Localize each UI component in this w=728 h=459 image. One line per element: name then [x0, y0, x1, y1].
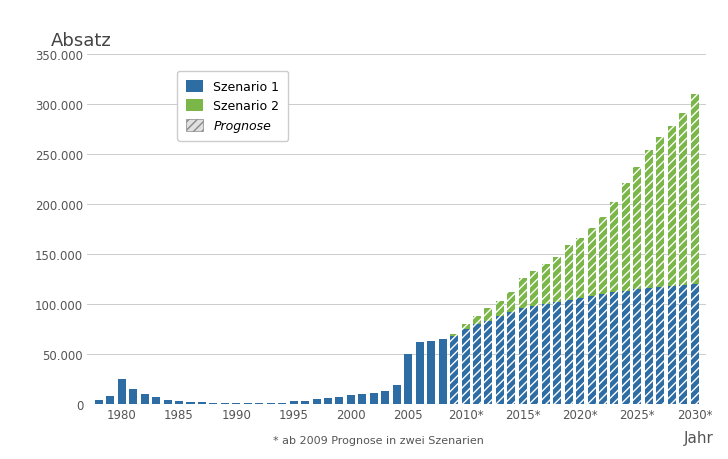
Bar [553, 257, 561, 302]
Bar [657, 287, 665, 404]
Bar [622, 291, 630, 404]
Bar [599, 218, 607, 294]
Bar [633, 289, 641, 404]
Bar [244, 403, 252, 404]
Bar [507, 312, 515, 404]
Bar [576, 239, 584, 298]
Bar [221, 403, 229, 404]
Bar [416, 342, 424, 404]
Bar [553, 302, 561, 404]
Bar [484, 308, 492, 321]
Bar [565, 300, 573, 404]
Bar [118, 379, 126, 404]
Bar [427, 341, 435, 404]
Bar [336, 397, 344, 404]
Bar [370, 393, 378, 404]
Bar [392, 385, 401, 404]
Bar [106, 396, 114, 404]
Bar [450, 336, 458, 404]
Bar [266, 403, 274, 404]
Bar [473, 324, 481, 404]
Bar [347, 395, 355, 404]
Bar [657, 138, 665, 287]
Bar [507, 292, 515, 312]
Bar [668, 127, 676, 286]
Text: Jahr: Jahr [684, 430, 713, 445]
Bar [587, 229, 596, 296]
Bar [404, 354, 412, 404]
Bar [462, 329, 470, 404]
Text: * ab 2009 Prognose in zwei Szenarien: * ab 2009 Prognose in zwei Szenarien [273, 435, 484, 445]
Bar [519, 278, 527, 308]
Bar [622, 184, 630, 291]
Text: Absatz: Absatz [51, 32, 111, 50]
Bar [599, 294, 607, 404]
Bar [576, 298, 584, 404]
Bar [679, 285, 687, 404]
Bar [542, 264, 550, 304]
Bar [691, 95, 699, 284]
Bar [633, 168, 641, 289]
Bar [324, 398, 332, 404]
Bar [175, 402, 183, 404]
Bar [198, 403, 206, 404]
Bar [587, 296, 596, 404]
Bar [484, 321, 492, 404]
Bar [519, 308, 527, 404]
Bar [210, 403, 218, 404]
Bar [473, 316, 481, 324]
Bar [381, 391, 389, 404]
Bar [565, 246, 573, 300]
Bar [278, 403, 286, 404]
Bar [530, 306, 538, 404]
Bar [152, 397, 160, 404]
Bar [496, 316, 504, 404]
Bar [312, 399, 320, 404]
Bar [186, 402, 194, 404]
Bar [301, 401, 309, 404]
Bar [256, 403, 264, 404]
Bar [290, 401, 298, 404]
Bar [129, 389, 137, 404]
Bar [95, 400, 103, 404]
Bar [232, 403, 240, 404]
Bar [668, 286, 676, 404]
Bar [462, 324, 470, 329]
Bar [691, 284, 699, 404]
Bar [645, 288, 653, 404]
Legend: Szenario 1, Szenario 2, Prognose: Szenario 1, Szenario 2, Prognose [177, 72, 288, 141]
Bar [450, 334, 458, 336]
Bar [679, 114, 687, 285]
Bar [611, 202, 619, 292]
Bar [164, 400, 172, 404]
Bar [496, 301, 504, 316]
Bar [611, 292, 619, 404]
Bar [438, 339, 446, 404]
Bar [358, 394, 366, 404]
Bar [645, 151, 653, 288]
Bar [141, 394, 149, 404]
Bar [542, 304, 550, 404]
Bar [530, 271, 538, 306]
